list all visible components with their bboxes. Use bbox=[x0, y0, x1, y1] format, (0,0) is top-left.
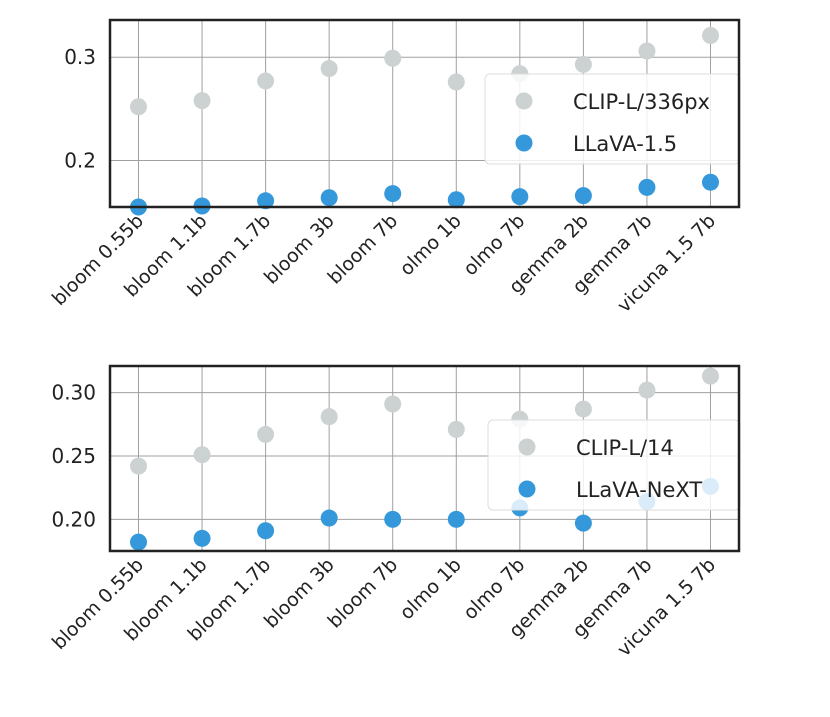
legend-label: LLaVA-1.5 bbox=[573, 132, 677, 156]
legend-marker bbox=[515, 92, 533, 110]
y-tick-label: 0.30 bbox=[51, 381, 96, 405]
legend-marker bbox=[518, 438, 536, 456]
data-point-llava bbox=[257, 192, 275, 210]
data-point-clip bbox=[320, 60, 338, 78]
data-point-llava bbox=[447, 191, 465, 209]
legend-label: CLIP-L/14 bbox=[576, 436, 674, 460]
data-point-llava bbox=[130, 533, 147, 551]
data-point-clip bbox=[193, 446, 211, 464]
y-tick-label: 0.2 bbox=[64, 149, 96, 173]
axes-frame bbox=[108, 18, 741, 209]
data-point-clip bbox=[447, 420, 465, 438]
data-point-llava bbox=[193, 529, 211, 547]
axes-frame bbox=[108, 364, 741, 553]
data-point-clip bbox=[130, 98, 147, 116]
data-point-clip bbox=[257, 72, 275, 90]
y-tick-label: 0.3 bbox=[64, 45, 96, 69]
data-point-clip bbox=[447, 73, 465, 91]
data-point-clip bbox=[638, 381, 656, 399]
data-point-llava bbox=[384, 510, 402, 528]
data-point-clip bbox=[638, 42, 656, 60]
legend-label: LLaVA-NeXT bbox=[576, 478, 702, 502]
data-point-llava bbox=[638, 178, 656, 196]
data-point-llava bbox=[320, 509, 338, 527]
data-point-clip bbox=[257, 425, 275, 443]
data-point-clip bbox=[320, 408, 338, 426]
data-point-clip bbox=[702, 367, 719, 385]
data-point-llava bbox=[702, 173, 719, 191]
data-point-llava bbox=[320, 189, 338, 207]
legend-label: CLIP-L/336px bbox=[573, 90, 710, 114]
data-point-clip bbox=[574, 400, 592, 418]
data-point-clip bbox=[193, 92, 211, 110]
data-point-llava bbox=[511, 188, 529, 206]
data-point-clip bbox=[702, 26, 719, 44]
data-point-llava bbox=[574, 514, 592, 532]
data-point-clip bbox=[384, 49, 402, 67]
y-tick-label: 0.20 bbox=[51, 507, 96, 531]
legend-marker bbox=[518, 480, 536, 498]
y-tick-label: 0.25 bbox=[51, 444, 96, 468]
data-point-llava bbox=[574, 187, 592, 205]
legend-marker bbox=[515, 134, 533, 152]
data-point-llava bbox=[384, 185, 402, 203]
data-point-llava bbox=[447, 510, 465, 528]
data-point-clip bbox=[574, 55, 592, 73]
data-point-llava bbox=[257, 522, 275, 540]
data-point-clip bbox=[384, 395, 402, 413]
data-point-clip bbox=[130, 457, 147, 475]
